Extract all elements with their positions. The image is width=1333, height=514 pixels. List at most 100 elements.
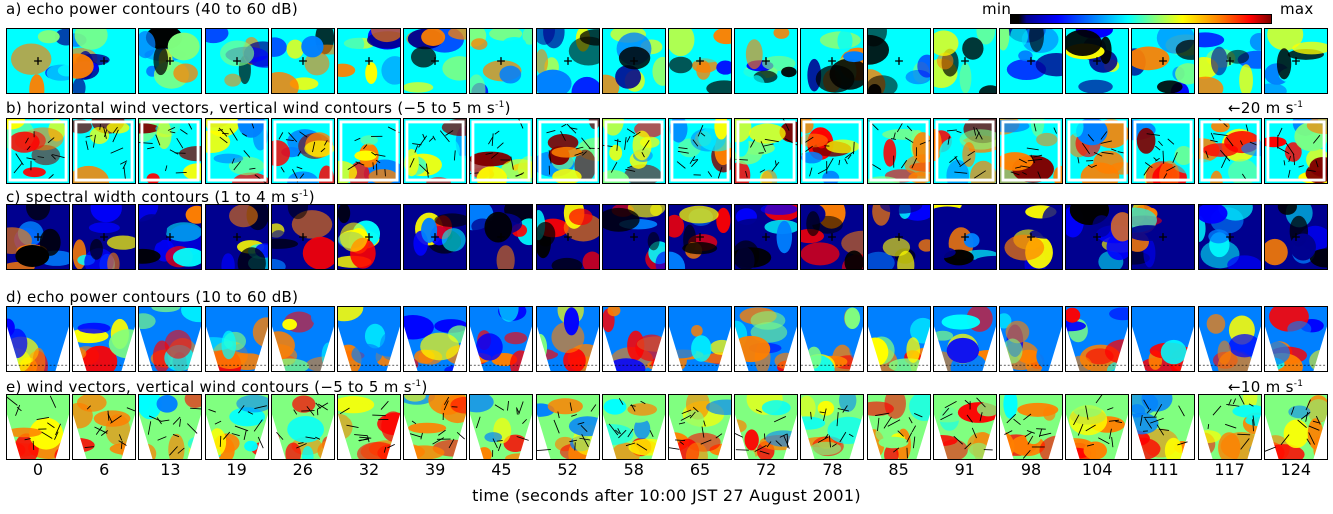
panel-e-9 — [601, 394, 666, 460]
panel-c-14 — [932, 204, 997, 270]
panel-c-5 — [337, 204, 401, 270]
panel-a-11 — [734, 28, 799, 94]
panel-e-12 — [800, 394, 865, 460]
panel-b-16 — [1065, 118, 1130, 184]
scale-e-sup: -1 — [1293, 379, 1304, 389]
panel-a-4 — [270, 28, 335, 94]
time-tick-label: 58 — [623, 460, 644, 479]
panel-b-1 — [72, 118, 137, 184]
panel-c-0 — [6, 204, 70, 270]
panel-d-11 — [734, 306, 799, 372]
panel-e-5 — [337, 394, 401, 460]
panel-c-7 — [469, 204, 534, 270]
time-tick-label: 85 — [888, 460, 909, 479]
time-tick-label: 72 — [756, 460, 777, 479]
panel-b-3 — [204, 118, 269, 184]
colorbar-min-label: min — [982, 0, 1012, 18]
panel-e-15 — [999, 394, 1063, 460]
scale-b-arrow-icon: ← — [1228, 99, 1241, 117]
time-tick-label: 111 — [1148, 460, 1179, 479]
panel-b-8 — [535, 118, 600, 184]
panel-e-6 — [403, 394, 468, 460]
panel-e-18 — [1197, 394, 1262, 460]
panel-c-16 — [1065, 204, 1130, 270]
panel-d-9 — [601, 306, 666, 372]
panel-e-label-sup: -1 — [411, 379, 422, 389]
time-tick-label: 19 — [226, 460, 247, 479]
panel-b-14 — [932, 118, 997, 184]
panel-b-10 — [668, 118, 732, 184]
panel-c-19 — [1263, 204, 1328, 270]
panel-c-label-end: ) — [308, 188, 315, 206]
time-tick-label: 45 — [491, 460, 512, 479]
panel-a-15 — [999, 28, 1063, 94]
panel-d-17 — [1131, 306, 1196, 372]
panel-c-label: c) spectral width contours (1 to 4 m s-1… — [6, 187, 315, 205]
panel-b-0 — [6, 118, 70, 184]
panel-e-8 — [535, 394, 600, 460]
panel-a-9 — [601, 28, 666, 94]
time-tick-label: 13 — [160, 460, 181, 479]
panel-b-label: b) horizontal wind vectors, vertical win… — [6, 98, 511, 116]
panel-d-label: d) echo power contours (10 to 60 dB) — [6, 288, 299, 306]
panel-d-18 — [1197, 306, 1262, 372]
panel-b-17 — [1131, 118, 1196, 184]
panel-d-16 — [1065, 306, 1130, 372]
panel-a-16 — [1065, 28, 1130, 94]
time-tick-label: 117 — [1214, 460, 1245, 479]
panel-e-0 — [6, 394, 70, 460]
time-tick-label: 104 — [1081, 460, 1113, 479]
panel-c-15 — [999, 204, 1063, 270]
panel-a-5 — [337, 28, 401, 94]
panel-b-13 — [866, 118, 931, 184]
time-tick-label: 6 — [99, 460, 110, 479]
row-e-panels — [6, 394, 1328, 460]
panel-e-2 — [138, 394, 203, 460]
panel-b-7 — [469, 118, 534, 184]
panel-c-13 — [866, 204, 931, 270]
panel-e-10 — [668, 394, 732, 460]
panel-a-label: a) echo power contours (40 to 60 dB) — [6, 0, 298, 18]
panel-e-1 — [72, 394, 137, 460]
panel-d-5 — [337, 306, 401, 372]
panel-b-4 — [270, 118, 335, 184]
panel-a-7 — [469, 28, 534, 94]
panel-d-13 — [866, 306, 931, 372]
scale-b-sup: -1 — [1293, 100, 1304, 110]
panel-e-17 — [1131, 394, 1196, 460]
panel-a-13 — [866, 28, 931, 94]
panel-d-3 — [204, 306, 269, 372]
panel-a-3 — [204, 28, 269, 94]
panel-e-14 — [932, 394, 997, 460]
panel-d-4 — [270, 306, 335, 372]
time-axis-label: time (seconds after 10:00 JST 27 August … — [472, 486, 861, 505]
row-b-panels — [6, 118, 1328, 184]
panel-a-2 — [138, 28, 203, 94]
panel-c-18 — [1197, 204, 1262, 270]
panel-a-18 — [1197, 28, 1262, 94]
panel-c-8 — [535, 204, 600, 270]
scale-e: ←10 m s-1 — [1228, 377, 1303, 395]
panel-e-11 — [734, 394, 799, 460]
panel-e-4 — [270, 394, 335, 460]
panel-b-5 — [337, 118, 401, 184]
panel-b-9 — [601, 118, 666, 184]
panel-a-17 — [1131, 28, 1196, 94]
colorbar — [1010, 14, 1272, 24]
colorbar-max-label: max — [1280, 0, 1314, 18]
panel-a-6 — [403, 28, 468, 94]
panel-d-1 — [72, 306, 137, 372]
panel-d-14 — [932, 306, 997, 372]
panel-a-10 — [668, 28, 732, 94]
panel-c-2 — [138, 204, 203, 270]
scale-e-arrow-icon: ← — [1228, 378, 1241, 396]
panel-d-8 — [535, 306, 600, 372]
panel-e-3 — [204, 394, 269, 460]
panel-b-label-sup: -1 — [495, 100, 505, 110]
time-tick-label: 91 — [954, 460, 975, 479]
panel-a-14 — [932, 28, 997, 94]
panel-a-8 — [535, 28, 600, 94]
panel-e-label-text: e) wind vectors, vertical wind contours … — [6, 378, 412, 396]
row-a-panels — [6, 28, 1328, 94]
panel-c-4 — [270, 204, 335, 270]
